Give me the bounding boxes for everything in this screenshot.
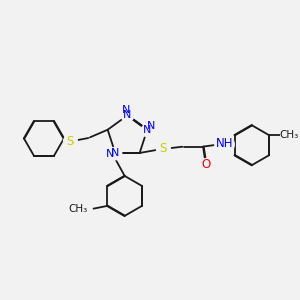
Text: NH: NH bbox=[215, 137, 233, 150]
Text: S: S bbox=[67, 135, 74, 148]
Text: CH₃: CH₃ bbox=[280, 130, 299, 140]
Text: N: N bbox=[147, 122, 156, 131]
Text: N: N bbox=[106, 149, 114, 159]
Text: N: N bbox=[122, 105, 130, 116]
Text: S: S bbox=[160, 142, 167, 155]
Text: N: N bbox=[111, 148, 119, 158]
Text: N: N bbox=[143, 125, 152, 135]
Text: N: N bbox=[123, 110, 132, 120]
Text: CH₃: CH₃ bbox=[68, 204, 88, 214]
Text: O: O bbox=[202, 158, 211, 171]
